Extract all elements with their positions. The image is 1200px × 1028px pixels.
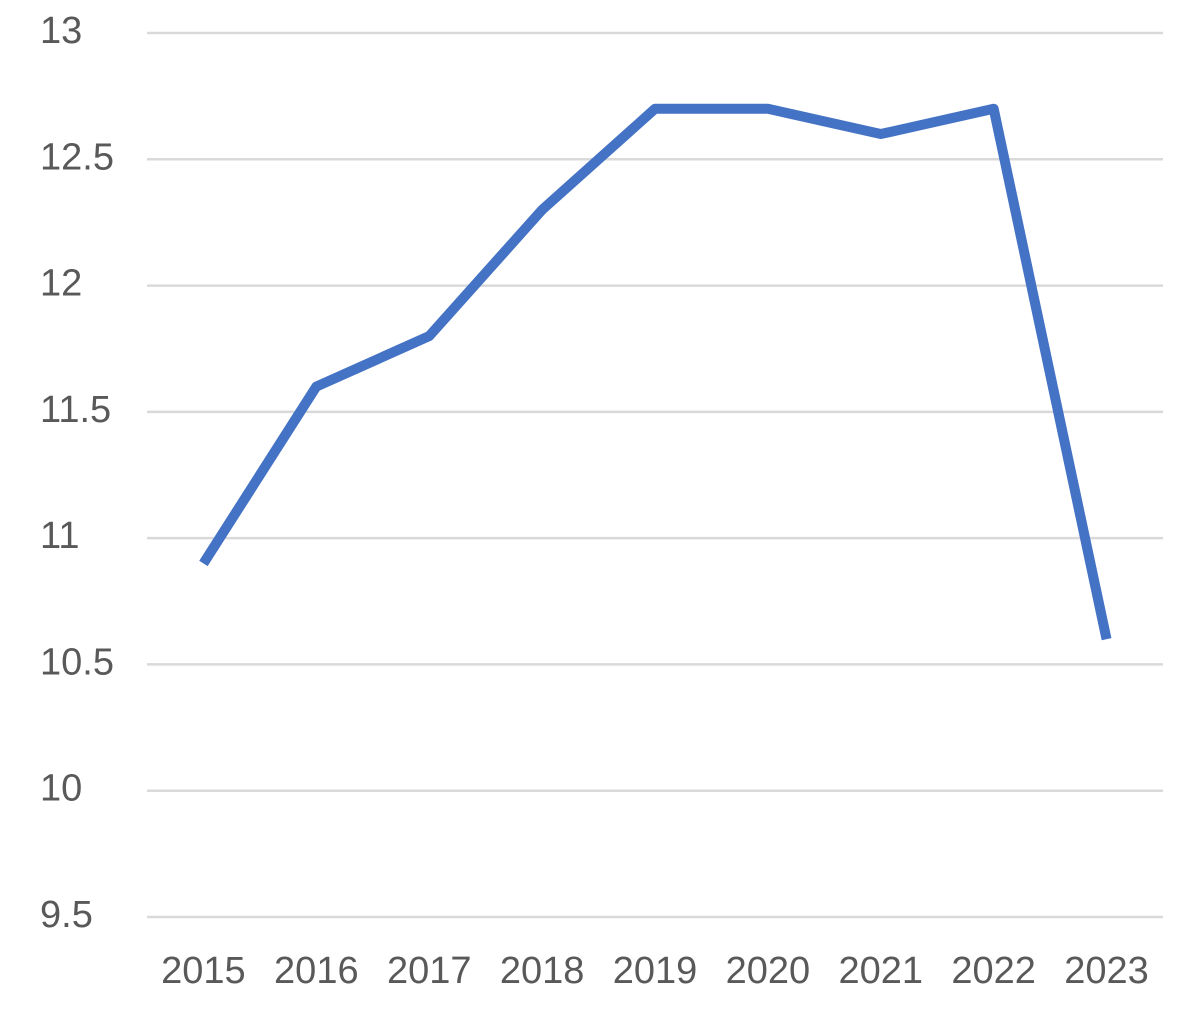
y-tick-label: 10: [40, 768, 82, 810]
y-tick-label: 11: [40, 515, 79, 557]
y-tick-label: 13: [40, 10, 82, 52]
data-line: [199, 103, 1112, 641]
x-tick-label: 2016: [274, 950, 359, 992]
y-tick-label: 12: [40, 263, 82, 305]
y-tick-label: 11.5: [40, 389, 111, 431]
x-tick-label: 2021: [839, 950, 924, 992]
y-tick-label: 9.5: [40, 894, 93, 936]
y-tick-label: 12.5: [40, 136, 114, 178]
x-tick-label: 2023: [1064, 950, 1149, 992]
x-tick-label: 2018: [500, 950, 585, 992]
x-tick-label: 2019: [613, 950, 698, 992]
x-tick-label: 2020: [726, 950, 811, 992]
y-tick-label: 10.5: [40, 641, 114, 683]
x-tick-label: 2015: [161, 950, 246, 992]
x-tick-label: 2017: [387, 950, 472, 992]
x-tick-label: 2022: [951, 950, 1036, 992]
